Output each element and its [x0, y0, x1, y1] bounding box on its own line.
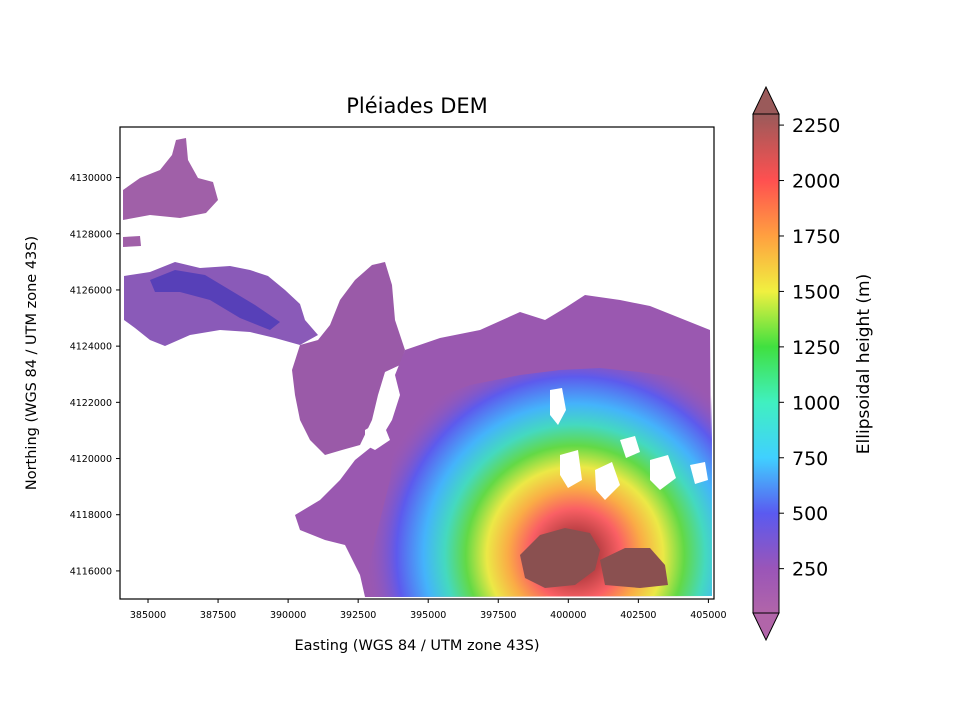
colorbar-label: Ellipsoidal height (m) [854, 274, 874, 454]
dem-nodata-hole [560, 450, 582, 488]
dem-region-northwest [123, 138, 218, 220]
dem-map [123, 138, 712, 597]
colorbar-tick-label: 2000 [792, 171, 840, 193]
dem-summit-east [600, 548, 668, 588]
y-tick-label: 4126000 [70, 285, 112, 296]
dem-nodata-hole [620, 436, 640, 458]
y-tick-label: 4116000 [70, 566, 112, 577]
dem-volcano-slopes [365, 368, 712, 597]
x-axis-ticks: 385000 387500 390000 392500 395000 397500 4000… [130, 599, 727, 621]
y-axis-label: Northing (WGS 84 / UTM zone 43S) [24, 236, 40, 490]
colorbar-tick-label: 250 [792, 559, 828, 581]
map-frame [119, 126, 715, 600]
dem-summit-plateau [520, 528, 600, 588]
y-tick-label: 4124000 [70, 342, 112, 353]
colorbar-tick-label: 1250 [792, 337, 840, 359]
colorbar-tick-label: 1500 [792, 281, 840, 303]
colorbar-tick-label: 1750 [792, 226, 840, 248]
dem-ridge-dark [150, 270, 280, 330]
x-tick-label: 400000 [550, 610, 586, 621]
dem-region-central [292, 262, 405, 455]
x-tick-label: 402500 [620, 610, 656, 621]
x-tick-label: 395000 [410, 610, 446, 621]
colorbar-tick-label: 500 [792, 503, 828, 525]
y-tick-label: 4122000 [70, 398, 112, 409]
x-tick-label: 390000 [270, 610, 306, 621]
dem-nodata-hole [595, 462, 620, 500]
x-tick-label: 405000 [690, 610, 726, 621]
y-axis-ticks: 4116000 4118000 4120000 4122000 4124000 41260… [70, 173, 120, 577]
dem-region-west-islet [123, 236, 141, 247]
colorbar: 250 500 750 1000 1250 1500 1750 2000 2250 Ellips… [752, 85, 874, 642]
dem-nodata-hole [550, 388, 566, 425]
dem-nodata-hole [690, 462, 708, 484]
y-tick-label: 4128000 [70, 229, 112, 240]
colorbar-extend-min [752, 612, 780, 642]
colorbar-extend-max [752, 85, 780, 115]
y-tick-label: 4130000 [70, 173, 112, 184]
colorbar-ticks: 250 500 750 1000 1250 1500 1750 2000 2250 [779, 115, 840, 581]
x-tick-label: 397500 [480, 610, 516, 621]
map-title: Pléiades DEM [346, 94, 488, 118]
dem-nodata-hole [650, 455, 676, 490]
colorbar-tick-label: 2250 [792, 115, 840, 137]
dem-nodata-hole [365, 420, 390, 450]
x-axis-label: Easting (WGS 84 / UTM zone 43S) [294, 638, 539, 654]
colorbar-tick-label: 750 [792, 448, 828, 470]
y-tick-label: 4120000 [70, 454, 112, 465]
x-tick-label: 392500 [340, 610, 376, 621]
x-tick-label: 387500 [200, 610, 236, 621]
y-tick-label: 4118000 [70, 510, 112, 521]
colorbar-tick-label: 1000 [792, 392, 840, 414]
x-tick-label: 385000 [130, 610, 166, 621]
colorbar-body [752, 113, 780, 614]
